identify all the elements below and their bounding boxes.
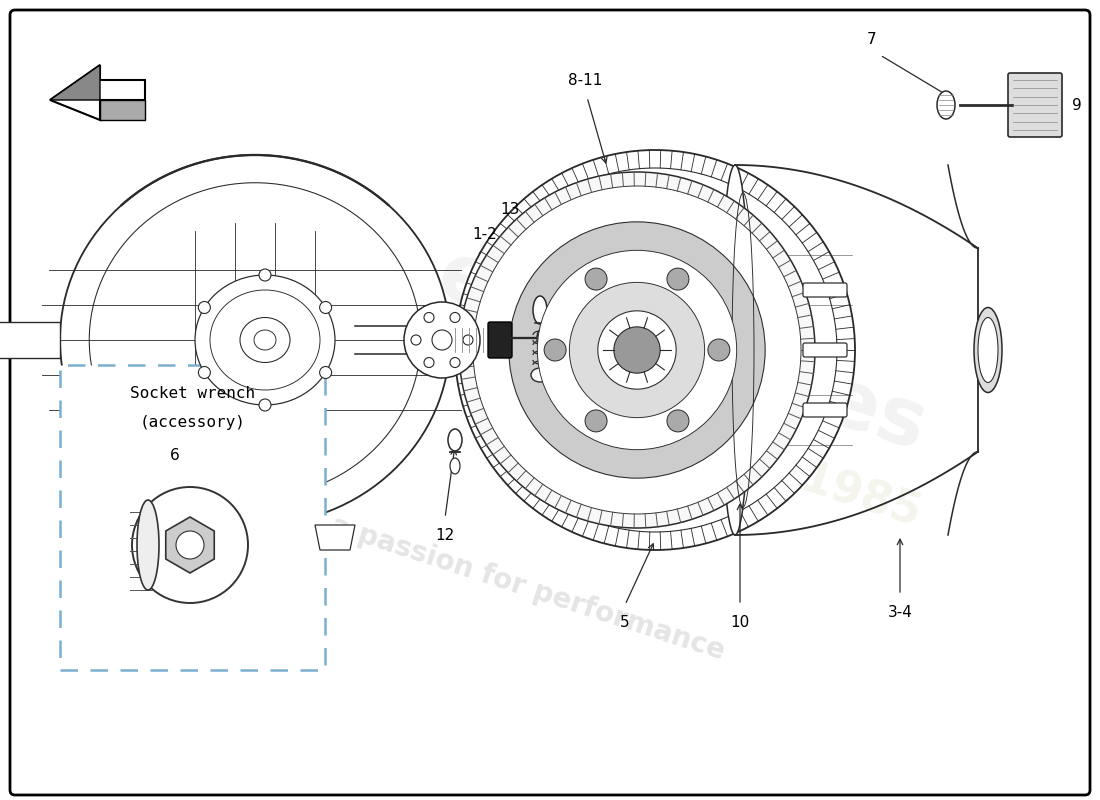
Ellipse shape [978, 318, 998, 382]
Circle shape [132, 487, 248, 603]
Text: 6: 6 [170, 448, 180, 463]
Circle shape [258, 269, 271, 281]
Circle shape [320, 302, 331, 314]
Circle shape [473, 186, 801, 514]
Text: 13: 13 [500, 202, 519, 217]
Ellipse shape [240, 318, 290, 362]
Circle shape [667, 410, 689, 432]
Circle shape [404, 302, 480, 378]
FancyBboxPatch shape [60, 365, 324, 670]
FancyBboxPatch shape [1008, 73, 1062, 137]
Polygon shape [50, 65, 145, 120]
Circle shape [450, 313, 460, 322]
Text: since 1985: since 1985 [658, 410, 926, 534]
Circle shape [424, 358, 434, 367]
Text: 12: 12 [436, 528, 454, 543]
Circle shape [473, 168, 837, 532]
Circle shape [411, 335, 421, 345]
Polygon shape [0, 305, 60, 375]
Circle shape [198, 302, 210, 314]
Ellipse shape [720, 165, 750, 535]
Circle shape [570, 282, 705, 418]
Text: 9: 9 [1072, 98, 1081, 113]
Circle shape [585, 268, 607, 290]
Circle shape [455, 150, 855, 550]
Circle shape [597, 311, 676, 389]
Text: Socket wrench: Socket wrench [130, 386, 255, 401]
Ellipse shape [534, 296, 547, 324]
Circle shape [614, 327, 660, 373]
Ellipse shape [60, 155, 450, 525]
Circle shape [424, 313, 434, 322]
Text: 3-4: 3-4 [888, 605, 912, 620]
Text: 10: 10 [730, 615, 749, 630]
Circle shape [320, 366, 331, 378]
Ellipse shape [254, 330, 276, 350]
Circle shape [450, 358, 460, 367]
Text: 7: 7 [867, 32, 877, 47]
Text: 8-11: 8-11 [568, 73, 602, 88]
Ellipse shape [138, 500, 160, 590]
Polygon shape [50, 65, 100, 100]
Polygon shape [155, 525, 195, 550]
FancyBboxPatch shape [803, 403, 847, 417]
FancyBboxPatch shape [10, 10, 1090, 795]
Ellipse shape [195, 275, 336, 405]
Circle shape [537, 250, 737, 450]
Circle shape [585, 410, 607, 432]
Text: 5: 5 [620, 615, 630, 630]
Polygon shape [100, 100, 145, 120]
Circle shape [544, 339, 566, 361]
Text: 1-2: 1-2 [473, 227, 497, 242]
FancyBboxPatch shape [488, 322, 512, 358]
Ellipse shape [537, 329, 547, 347]
Ellipse shape [450, 458, 460, 474]
Circle shape [463, 335, 473, 345]
Ellipse shape [448, 429, 462, 451]
Circle shape [198, 366, 210, 378]
Polygon shape [166, 517, 214, 573]
Circle shape [667, 268, 689, 290]
Circle shape [509, 222, 766, 478]
FancyBboxPatch shape [803, 283, 847, 297]
Circle shape [176, 531, 204, 559]
Text: (accessory): (accessory) [140, 415, 245, 430]
Polygon shape [315, 525, 355, 550]
Circle shape [459, 172, 815, 528]
Text: eurospares: eurospares [428, 236, 936, 468]
Ellipse shape [974, 307, 1002, 393]
Ellipse shape [531, 368, 549, 382]
Text: a passion for performance: a passion for performance [328, 511, 728, 665]
Circle shape [432, 330, 452, 350]
Circle shape [708, 339, 730, 361]
Circle shape [258, 399, 271, 411]
FancyBboxPatch shape [439, 322, 510, 358]
Ellipse shape [937, 91, 955, 119]
FancyBboxPatch shape [803, 343, 847, 357]
